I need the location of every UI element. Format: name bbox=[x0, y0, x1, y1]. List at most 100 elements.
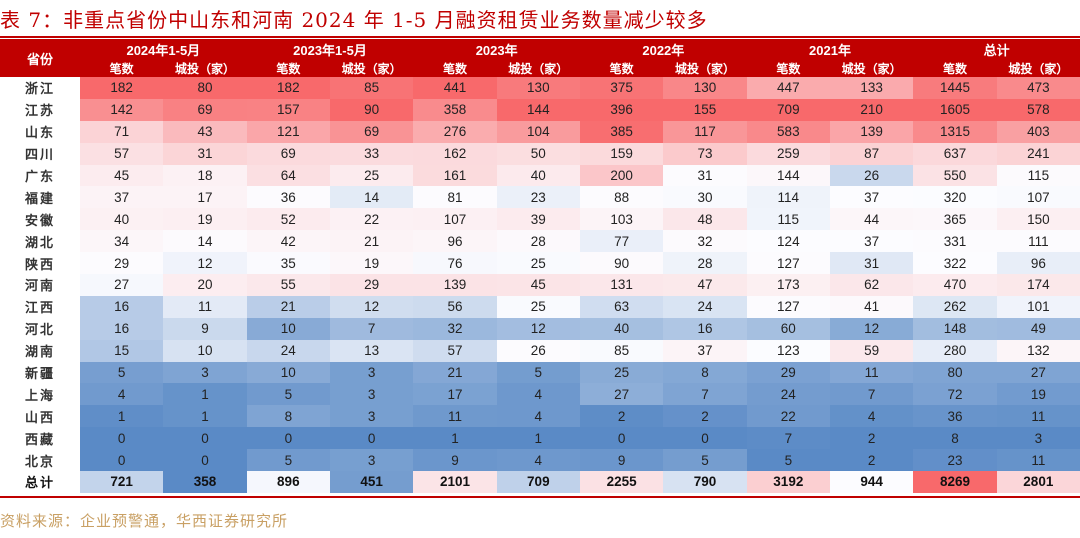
value-cell: 27 bbox=[996, 361, 1080, 384]
header-province: 省份 bbox=[0, 39, 80, 77]
total-cell: 2801 bbox=[996, 471, 1080, 493]
value-cell: 4 bbox=[496, 383, 580, 406]
value-cell: 69 bbox=[246, 142, 330, 165]
value-cell: 1605 bbox=[913, 98, 997, 121]
value-cell: 5 bbox=[80, 361, 164, 384]
header-group: 2021年 bbox=[746, 39, 914, 59]
value-cell: 0 bbox=[579, 427, 664, 450]
value-cell: 131 bbox=[579, 274, 664, 296]
value-cell: 85 bbox=[579, 339, 664, 362]
value-cell: 3 bbox=[996, 427, 1080, 450]
value-cell: 11 bbox=[163, 295, 247, 318]
value-cell: 320 bbox=[913, 186, 997, 209]
value-cell: 37 bbox=[829, 186, 914, 209]
value-cell: 115 bbox=[996, 164, 1080, 187]
value-cell: 80 bbox=[163, 77, 247, 99]
value-cell: 28 bbox=[496, 230, 580, 253]
value-cell: 23 bbox=[913, 449, 997, 472]
value-cell: 24 bbox=[246, 339, 330, 362]
value-cell: 174 bbox=[996, 274, 1080, 296]
value-cell: 24 bbox=[746, 383, 830, 406]
value-cell: 96 bbox=[413, 230, 497, 253]
value-cell: 60 bbox=[746, 317, 830, 340]
value-cell: 25 bbox=[496, 252, 580, 275]
table-row: 河南 27 20 55 29 139 45 131 47 173 62 470 174 bbox=[0, 274, 1080, 296]
value-cell: 0 bbox=[80, 427, 164, 450]
value-cell: 441 bbox=[413, 77, 497, 99]
value-cell: 121 bbox=[246, 120, 330, 143]
value-cell: 2 bbox=[663, 405, 747, 428]
value-cell: 8 bbox=[663, 361, 747, 384]
value-cell: 162 bbox=[413, 142, 497, 165]
value-cell: 76 bbox=[413, 252, 497, 275]
value-cell: 90 bbox=[329, 98, 414, 121]
value-cell: 25 bbox=[496, 295, 580, 318]
province-cell: 江苏 bbox=[0, 98, 80, 121]
header-group: 2024年1-5月 bbox=[80, 39, 247, 59]
value-cell: 32 bbox=[663, 230, 747, 253]
header-sub: 城投（家） bbox=[829, 59, 914, 77]
value-cell: 111 bbox=[996, 230, 1080, 253]
value-cell: 322 bbox=[913, 252, 997, 275]
value-cell: 127 bbox=[746, 252, 830, 275]
province-cell: 上海 bbox=[0, 383, 80, 406]
value-cell: 2 bbox=[829, 427, 914, 450]
value-cell: 144 bbox=[746, 164, 830, 187]
header-group: 2023年 bbox=[413, 39, 580, 59]
value-cell: 1315 bbox=[913, 120, 997, 143]
header-group: 2022年 bbox=[579, 39, 747, 59]
value-cell: 22 bbox=[329, 208, 414, 231]
table-row: 四川 57 31 69 33 162 50 159 73 259 87 637 241 bbox=[0, 142, 1080, 165]
value-cell: 104 bbox=[496, 120, 580, 143]
value-cell: 40 bbox=[496, 164, 580, 187]
total-row: 总计 721 358 896 451 2101 709 2255 790 3192 944 8269 2… bbox=[0, 471, 1080, 493]
value-cell: 101 bbox=[996, 295, 1080, 318]
value-cell: 11 bbox=[413, 405, 497, 428]
value-cell: 72 bbox=[913, 383, 997, 406]
value-cell: 182 bbox=[246, 77, 330, 99]
value-cell: 20 bbox=[163, 274, 247, 296]
value-cell: 4 bbox=[80, 383, 164, 406]
value-cell: 4 bbox=[496, 405, 580, 428]
value-cell: 27 bbox=[579, 383, 664, 406]
value-cell: 29 bbox=[80, 252, 164, 275]
value-cell: 385 bbox=[579, 120, 664, 143]
table-bottom-divider bbox=[0, 496, 1080, 498]
value-cell: 365 bbox=[913, 208, 997, 231]
table-row: 上海 4 1 5 3 17 4 27 7 24 7 72 19 bbox=[0, 383, 1080, 406]
value-cell: 49 bbox=[996, 317, 1080, 340]
value-cell: 21 bbox=[413, 361, 497, 384]
value-cell: 16 bbox=[80, 317, 164, 340]
value-cell: 127 bbox=[746, 295, 830, 318]
value-cell: 3 bbox=[329, 449, 414, 472]
table-row: 山东 71 43 121 69 276 104 385 117 583 139 1315 403 bbox=[0, 120, 1080, 143]
value-cell: 37 bbox=[663, 339, 747, 362]
value-cell: 5 bbox=[746, 449, 830, 472]
value-cell: 4 bbox=[829, 405, 914, 428]
value-cell: 56 bbox=[413, 295, 497, 318]
value-cell: 375 bbox=[579, 77, 664, 99]
total-label: 总计 bbox=[0, 471, 80, 493]
value-cell: 15 bbox=[80, 339, 164, 362]
value-cell: 42 bbox=[246, 230, 330, 253]
value-cell: 10 bbox=[163, 339, 247, 362]
table-row: 广东 45 18 64 25 161 40 200 31 144 26 550 115 bbox=[0, 164, 1080, 187]
province-cell: 广东 bbox=[0, 164, 80, 187]
province-cell: 河南 bbox=[0, 274, 80, 296]
value-cell: 5 bbox=[246, 449, 330, 472]
value-cell: 2 bbox=[829, 449, 914, 472]
value-cell: 50 bbox=[496, 142, 580, 165]
province-cell: 浙江 bbox=[0, 77, 80, 99]
value-cell: 11 bbox=[996, 405, 1080, 428]
table-row: 山西 1 1 8 3 11 4 2 2 22 4 36 11 bbox=[0, 405, 1080, 428]
value-cell: 148 bbox=[913, 317, 997, 340]
value-cell: 0 bbox=[163, 449, 247, 472]
value-cell: 31 bbox=[163, 142, 247, 165]
value-cell: 85 bbox=[329, 77, 414, 99]
header-sub: 笔数 bbox=[746, 59, 830, 77]
value-cell: 35 bbox=[246, 252, 330, 275]
value-cell: 31 bbox=[663, 164, 747, 187]
header-sub: 城投（家） bbox=[163, 59, 247, 77]
table-row: 湖北 34 14 42 21 96 28 77 32 124 37 331 111 bbox=[0, 230, 1080, 253]
value-cell: 1445 bbox=[913, 77, 997, 99]
